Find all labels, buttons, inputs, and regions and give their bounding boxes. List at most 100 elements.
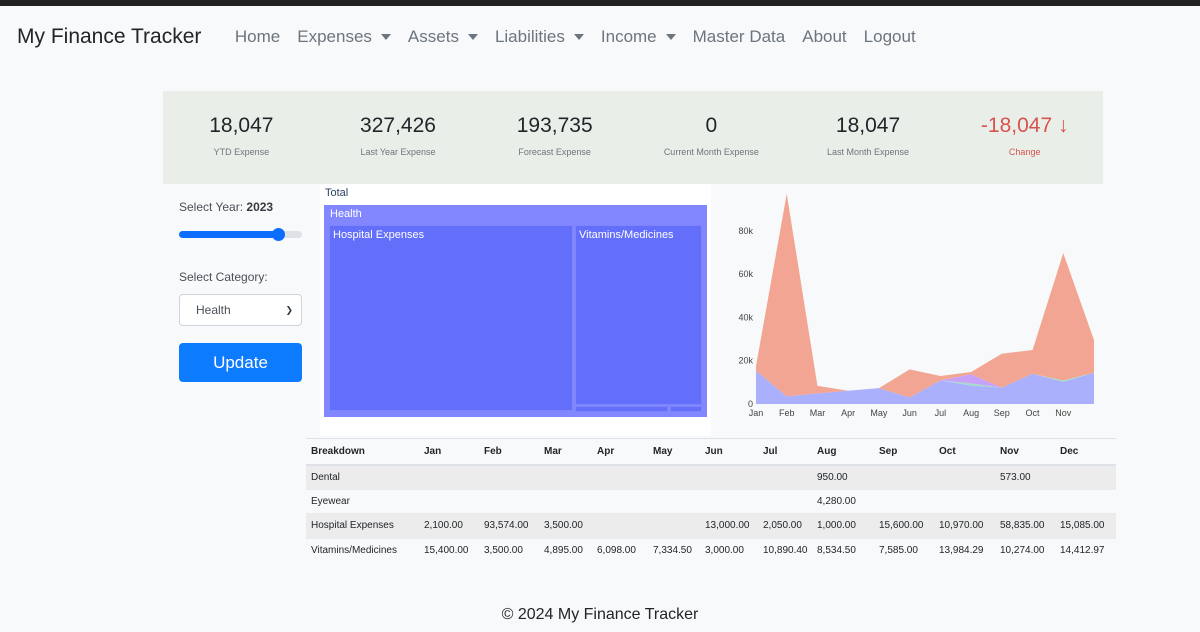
table-cell <box>648 464 700 489</box>
nav-label: About <box>802 27 847 46</box>
table-cell <box>539 464 592 489</box>
table-cell: 10,890.40 <box>758 537 812 563</box>
slider-fill <box>179 231 279 238</box>
table-cell <box>1055 488 1116 514</box>
nav-liabilities[interactable]: Liabilities <box>495 27 584 47</box>
table-cell <box>592 464 648 489</box>
treemap-leaf-label: Vitamins/Medicines <box>579 229 674 241</box>
nav-master-data[interactable]: Master Data <box>693 27 786 47</box>
treemap-root-label[interactable]: Total <box>325 187 349 199</box>
table-cell: 2,100.00 <box>419 513 479 538</box>
year-label-text: Select Year: <box>179 200 244 214</box>
kpi-label: Forecast Expense <box>518 147 591 158</box>
chevron-down-icon: ❯ <box>285 304 293 315</box>
table-cell <box>592 513 648 538</box>
table-cell: 58,835.00 <box>995 513 1055 538</box>
y-tick-label: 0 <box>748 399 753 409</box>
table-cell: 15,400.00 <box>419 537 479 563</box>
update-button[interactable]: Update <box>179 343 302 382</box>
nav-home[interactable]: Home <box>235 27 280 47</box>
kpi-value: -18,047 ↓ <box>980 114 1069 137</box>
caret-down-icon <box>665 34 676 40</box>
column-header: Breakdown <box>306 438 419 466</box>
row-label: Eyewear <box>306 488 419 514</box>
table-cell: 3,500.00 <box>539 513 592 538</box>
table-cell: 10,970.00 <box>934 513 995 538</box>
table-cell: 14,412.97 <box>1055 537 1116 563</box>
nav-assets[interactable]: Assets <box>408 27 478 47</box>
table-cell <box>419 464 479 489</box>
year-slider[interactable] <box>179 226 302 241</box>
row-label: Hospital Expenses <box>306 513 419 538</box>
table-cell <box>479 488 539 514</box>
kpi-value: 327,426 <box>360 114 436 137</box>
x-tick-label: Oct <box>1026 408 1041 418</box>
table-cell <box>995 488 1055 514</box>
caret-down-icon <box>573 34 584 40</box>
y-tick-label: 40k <box>738 312 753 322</box>
table-cell <box>874 464 934 489</box>
table-cell: 13,000.00 <box>700 513 758 538</box>
kpi-ytd-expense: 18,047 YTD Expense <box>163 91 320 184</box>
column-header: Feb <box>479 438 539 466</box>
table-cell <box>700 464 758 489</box>
table-row: Dental 950.00 573.00 <box>306 464 1116 489</box>
x-tick-label: Jun <box>902 408 917 418</box>
nav-label: Master Data <box>692 27 786 46</box>
table-cell <box>934 488 995 514</box>
table-cell: 2,050.00 <box>758 513 812 538</box>
column-header: Jul <box>758 438 812 466</box>
slider-handle[interactable] <box>272 228 286 241</box>
treemap-leaf-vitamins-medicines[interactable]: Vitamins/Medicines <box>575 225 702 405</box>
column-header: Aug <box>812 438 874 466</box>
kpi-value: 18,047 <box>835 114 901 137</box>
kpi-panel: 18,047 YTD Expense 327,426 Last Year Exp… <box>163 91 1103 184</box>
table-cell <box>419 488 479 514</box>
top-strip <box>0 0 1200 6</box>
nav-income[interactable]: Income <box>601 27 676 47</box>
monthly-expense-area-chart: 0 20k 40k 60k 80k Jan Feb Mar Apr May Jun Jul Aug Sep… <box>738 193 1094 418</box>
table-cell <box>479 464 539 489</box>
table-cell: 8,534.50 <box>812 537 874 563</box>
table-cell <box>934 464 995 489</box>
x-tick-label: Feb <box>779 408 795 418</box>
nav-expenses[interactable]: Expenses <box>297 27 391 47</box>
table-cell: 7,334.50 <box>648 537 700 563</box>
table-cell <box>700 488 758 514</box>
x-tick-label: Sep <box>994 408 1010 418</box>
treemap-node-health[interactable]: Health Hospital Expenses Vitamins/Medici… <box>324 205 707 417</box>
table-cell: 4,895.00 <box>539 537 592 563</box>
brand[interactable]: My Finance Tracker <box>17 25 202 48</box>
kpi-last-month-expense: 18,047 Last Month Expense <box>790 91 947 184</box>
treemap-leaf-small[interactable] <box>670 406 702 412</box>
category-label: Select Category: <box>179 270 268 284</box>
kpi-last-year-expense: 327,426 Last Year Expense <box>320 91 477 184</box>
nav-label: Home <box>234 27 281 46</box>
column-header: Nov <box>995 438 1055 466</box>
column-header: Dec <box>1055 438 1116 466</box>
kpi-label: YTD Expense <box>213 147 270 158</box>
x-tick-label: Apr <box>841 408 855 418</box>
treemap-leaf-hospital-expenses[interactable]: Hospital Expenses <box>329 225 573 411</box>
table-cell: 15,085.00 <box>1055 513 1116 538</box>
treemap-leaf-small[interactable] <box>575 406 668 412</box>
table-cell: 573.00 <box>995 464 1055 489</box>
nav-items: Home Expenses Assets Liabilities Income Maste… <box>226 27 924 47</box>
nav-logout[interactable]: Logout <box>864 27 916 47</box>
column-header: Jan <box>419 438 479 466</box>
table-cell <box>874 488 934 514</box>
table-cell <box>592 488 648 514</box>
area-series-0[interactable] <box>756 370 1094 404</box>
year-label: Select Year: 2023 <box>179 200 304 214</box>
caret-down-icon <box>380 34 391 40</box>
area-series-3[interactable] <box>756 193 1094 398</box>
table-cell <box>539 488 592 514</box>
x-tick-label: May <box>870 408 888 418</box>
kpi-change: -18,047 ↓ Change <box>946 91 1103 184</box>
nav-about[interactable]: About <box>802 27 846 47</box>
table-cell <box>648 513 700 538</box>
category-select[interactable]: Health ❯ <box>179 294 302 326</box>
x-tick-label: Jul <box>935 408 947 418</box>
table-cell <box>1055 464 1116 489</box>
table-cell: 10,274.00 <box>995 537 1055 563</box>
